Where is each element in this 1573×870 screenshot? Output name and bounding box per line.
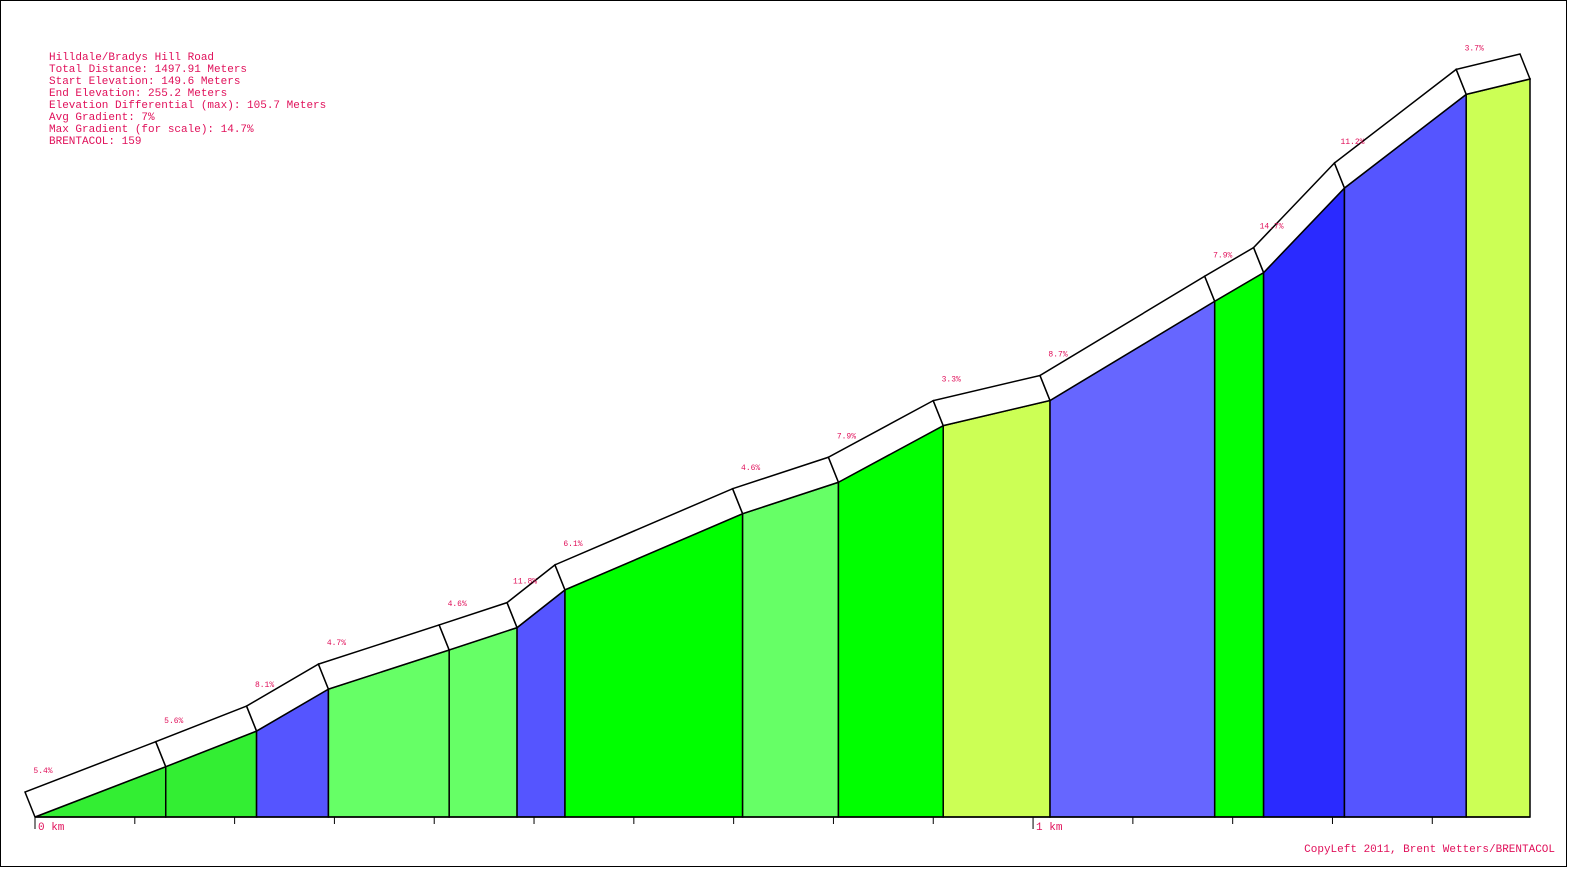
info-line: Max Gradient (for scale): 14.7%: [49, 124, 254, 136]
info-line: Total Distance: 1497.91 Meters: [49, 64, 247, 76]
segment: [1213, 271, 1265, 818]
segment: [1262, 186, 1346, 818]
credit: CopyLeft 2011, Brent Wetters/BRENTACOL: [1304, 844, 1555, 856]
gradient-label: 11.2%: [1340, 138, 1364, 147]
gradient-label: 5.4%: [33, 767, 52, 776]
road-band: [1455, 53, 1532, 96]
segment: [516, 588, 566, 818]
segment: [837, 424, 944, 818]
gradient-label: 5.6%: [164, 717, 183, 726]
info-line: Start Elevation: 149.6 Meters: [49, 76, 240, 88]
segment: [942, 399, 1051, 818]
info-line: Avg Gradient: 7%: [49, 112, 155, 124]
gradient-label: 14.7%: [1260, 223, 1284, 232]
gradient-label: 8.1%: [255, 681, 274, 690]
segment: [448, 626, 518, 818]
gradient-label: 11.8%: [513, 578, 537, 587]
gradient-label: 7.9%: [1213, 251, 1232, 260]
x-tick-label: 1 km: [1036, 822, 1063, 834]
segment: [1343, 92, 1467, 818]
gradient-label: 3.7%: [1465, 44, 1484, 53]
segment: [741, 481, 840, 818]
gradient-label: 4.7%: [327, 639, 346, 648]
info-line: End Elevation: 255.2 Meters: [49, 88, 227, 100]
gradient-label: 3.3%: [942, 376, 961, 385]
gradient-label: 8.7%: [1048, 351, 1067, 360]
segment: [1465, 78, 1531, 818]
info-line: Hilldale/Bradys Hill Road: [49, 52, 214, 64]
x-tick-label: 0 km: [38, 822, 65, 834]
gradient-label: 4.6%: [741, 464, 760, 473]
gradient-label: 7.9%: [837, 432, 856, 441]
info-line: Elevation Differential (max): 105.7 Mete…: [49, 100, 326, 112]
gradient-label: 6.1%: [563, 540, 582, 549]
info-line: BRENTACOL: 159: [49, 136, 141, 148]
gradient-label: 4.6%: [448, 600, 467, 609]
